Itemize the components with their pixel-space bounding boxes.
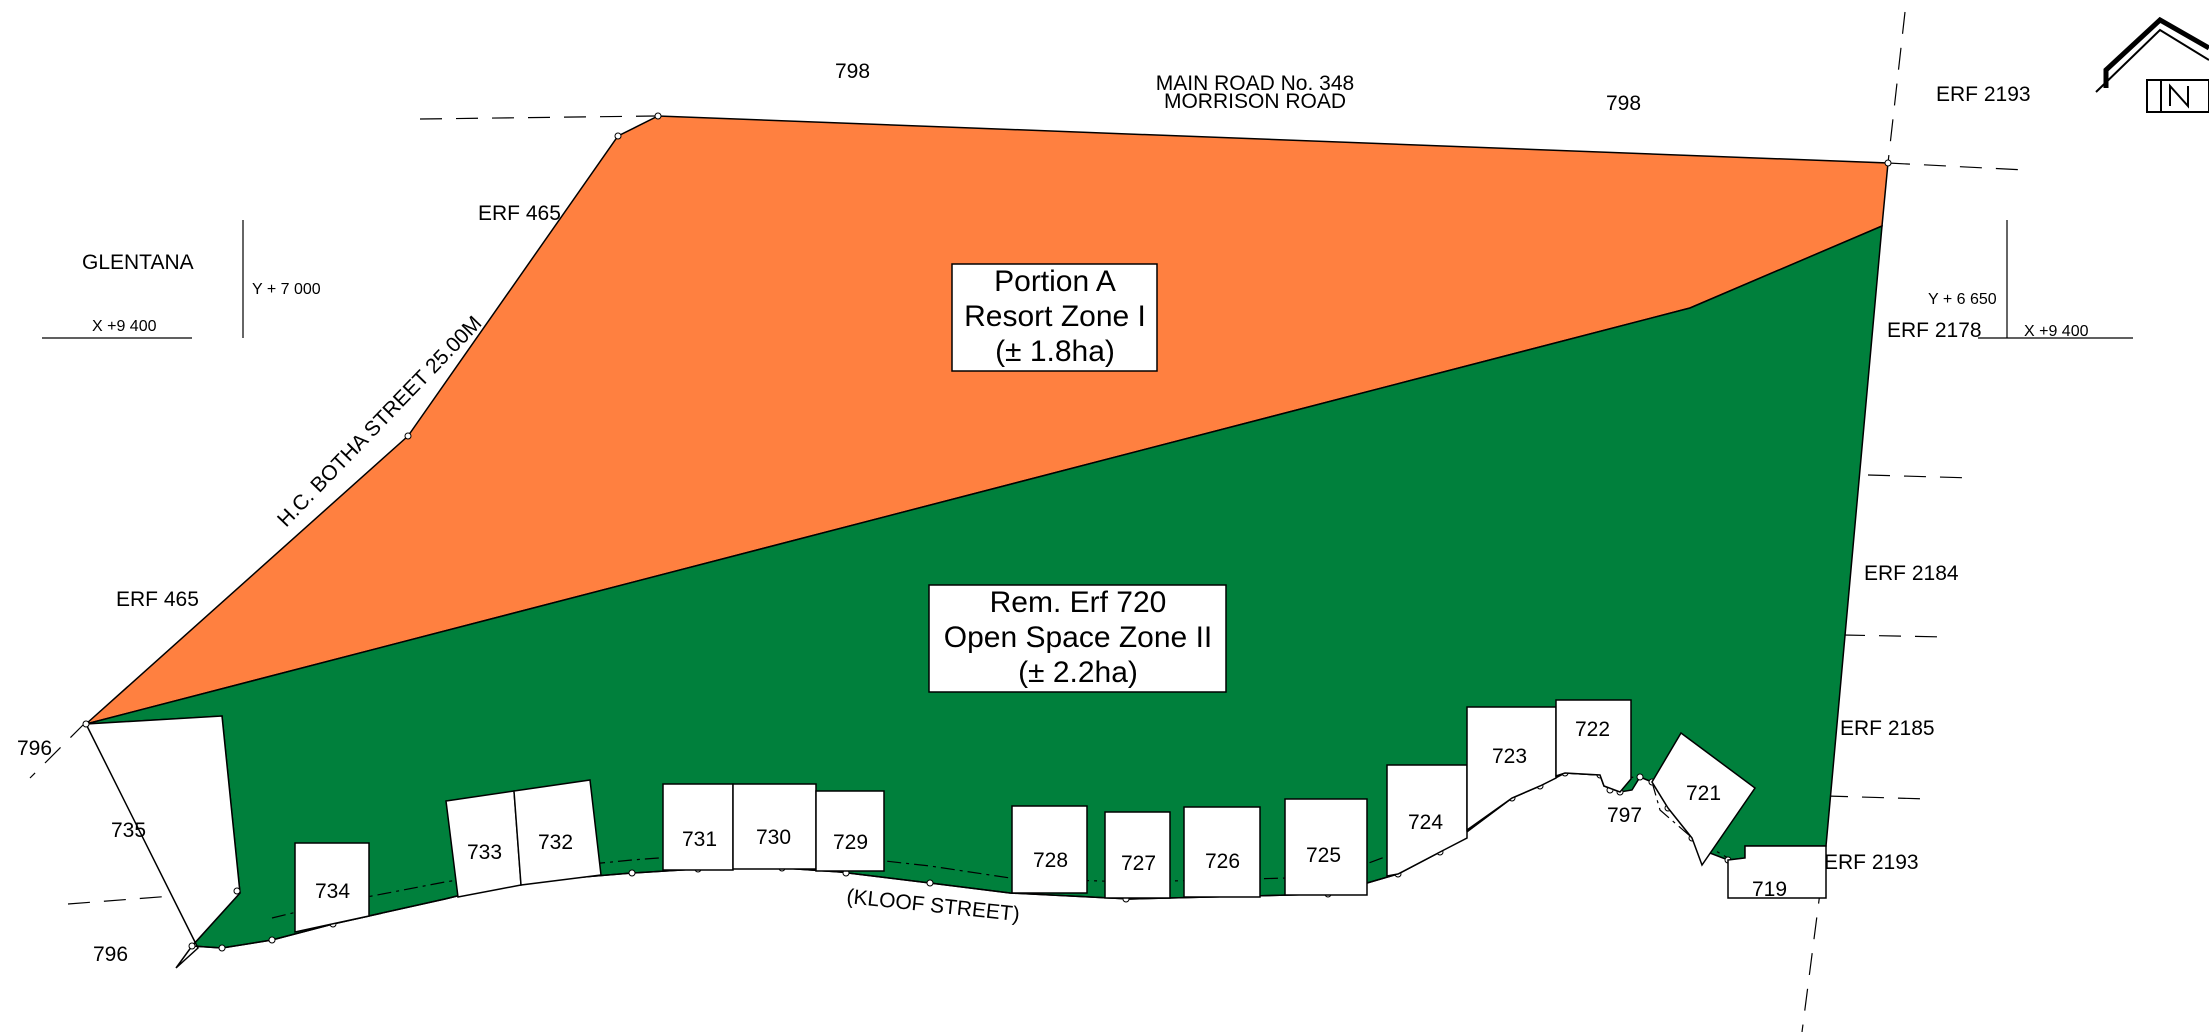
erf-798-right: 798 [1606, 92, 1641, 115]
plot-732-label: 732 [538, 831, 573, 854]
erf-465-upper: ERF 465 [478, 202, 561, 225]
portion-a-name: Portion A [994, 265, 1116, 298]
north-arrow-icon [2095, 16, 2209, 113]
plot-723-label: 723 [1492, 745, 1527, 768]
erf-2178: ERF 2178 [1887, 319, 1982, 342]
erf-2185: ERF 2185 [1840, 717, 1935, 740]
coord-left-y: Y + 7 000 [252, 281, 321, 298]
plot-731 [662, 783, 734, 871]
plot-722-label: 722 [1575, 718, 1610, 741]
erf-797: 797 [1607, 804, 1642, 827]
coord-right-x: X +9 400 [2024, 323, 2089, 340]
erf-2193-top: ERF 2193 [1936, 83, 2031, 106]
plot-734-label: 734 [315, 880, 350, 903]
plot-723 [1466, 706, 1557, 832]
portion-a-label-box: Portion A Resort Zone I (± 1.8ha) [951, 263, 1158, 372]
main-road-label: MAIN ROAD No. 348 [1156, 72, 1354, 95]
coord-left-x: X +9 400 [92, 318, 157, 335]
plot-725 [1284, 798, 1368, 896]
plot-721-label: 721 [1686, 782, 1721, 805]
erf-719: 719 [1752, 878, 1787, 901]
plot-725-label: 725 [1306, 844, 1341, 867]
plot-730-label: 730 [756, 826, 791, 849]
coordinate-marks [42, 220, 2133, 339]
plot-727 [1104, 811, 1171, 899]
plots [294, 699, 1827, 933]
plot-728-label: 728 [1033, 849, 1068, 872]
erf-796-upper: 796 [17, 737, 52, 760]
erf-2184: ERF 2184 [1864, 562, 1959, 585]
plot-733-label: 733 [467, 841, 502, 864]
plot-722 [1555, 699, 1632, 793]
plot-729-label: 729 [833, 831, 868, 854]
plot-731-label: 731 [682, 828, 717, 851]
plot-726 [1183, 806, 1261, 898]
plot-734 [294, 842, 370, 933]
plot-724-label: 724 [1408, 811, 1443, 834]
portion-a-zoning: Resort Zone I [964, 300, 1146, 333]
plot-726-label: 726 [1205, 850, 1240, 873]
portion-a-area: (± 1.8ha) [995, 335, 1115, 368]
rem-erf-label-box: Rem. Erf 720 Open Space Zone II (± 2.2ha… [928, 584, 1227, 693]
coord-right-y: Y + 6 650 [1928, 291, 1997, 308]
erf-798-left: 798 [835, 60, 870, 83]
plot-730 [732, 783, 817, 870]
boundary-extension-lines [29, 11, 2026, 1032]
morrison-road-label: MORRISON ROAD [1164, 90, 1346, 113]
erf-465-lower: ERF 465 [116, 588, 199, 611]
plot-732 [513, 779, 602, 886]
plot-721 [1651, 731, 1757, 867]
erf-2193-bottom: ERF 2193 [1824, 851, 1919, 874]
rem-erf-area: (± 2.2ha) [1018, 656, 1138, 689]
erf-796-lower: 796 [93, 943, 128, 966]
plot-727-label: 727 [1121, 852, 1156, 875]
plot-729 [815, 790, 885, 872]
rem-erf-name: Rem. Erf 720 [990, 586, 1167, 619]
rem-erf-zoning: Open Space Zone II [944, 621, 1213, 654]
plot-719 [1727, 845, 1827, 899]
erf-735: 735 [111, 819, 146, 842]
locality-label: GLENTANA [82, 251, 194, 274]
plot-728 [1011, 805, 1088, 894]
